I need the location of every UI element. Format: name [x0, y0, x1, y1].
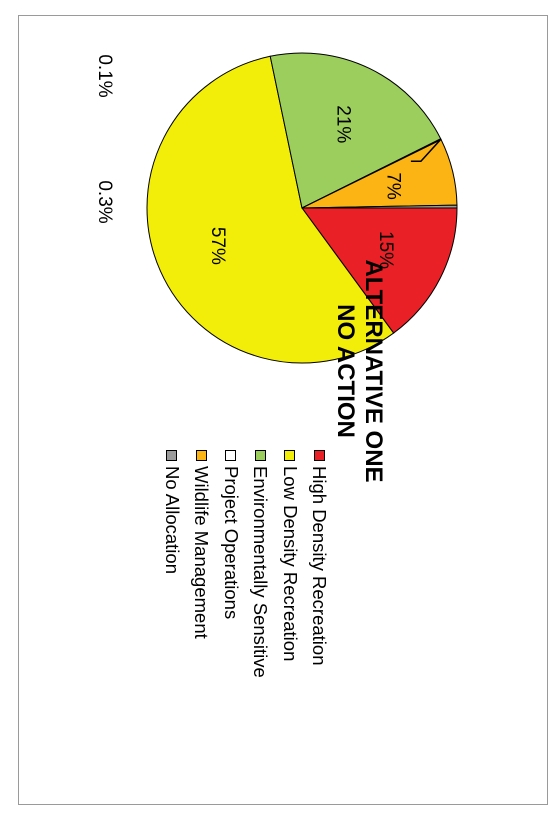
legend-item-environmentally-sensitive: Environmentally Sensitive	[246, 450, 276, 678]
legend-item-wildlife-management: Wildlife Management	[187, 450, 217, 678]
legend-label: Environmentally Sensitive	[250, 466, 272, 678]
chart-title-block: ALTERNATIVE ONE NO ACTION	[331, 161, 387, 581]
legend-swatch	[195, 450, 207, 461]
legend-swatch	[225, 450, 237, 461]
legend-swatch	[254, 450, 266, 461]
pie-data-label: 0.3%	[94, 180, 115, 223]
legend-label: High Density Recreation	[309, 466, 331, 666]
pie-chart: 15% 57% 21% 7% 0.1% 0.3%	[94, 52, 458, 364]
legend-label: Low Density Recreation	[279, 466, 301, 662]
pie-data-label: 7%	[382, 172, 403, 200]
pie-data-label: 0.1%	[94, 54, 115, 97]
legend-item-project-operations: Project Operations	[216, 450, 246, 678]
leader-line	[410, 138, 442, 162]
pie-slice-environmentally-sensitive	[269, 52, 442, 209]
pie-data-label: 15%	[375, 231, 396, 269]
pie-data-label: 57%	[207, 227, 228, 265]
legend-swatch	[166, 450, 178, 461]
chart-frame: 15% 57% 21% 7% 0.1% 0.3% ALTERNATIVE ONE NO A…	[18, 15, 548, 805]
pie-slice-no-allocation	[301, 204, 458, 209]
legend-label: Project Operations	[220, 466, 242, 620]
pie-data-labels: 15% 57% 21% 7% 0.1% 0.3%	[94, 54, 442, 269]
pie-slice-high-density-recreation	[301, 207, 458, 334]
rotated-chart-area: 15% 57% 21% 7% 0.1% 0.3% ALTERNATIVE ONE NO A…	[19, 16, 549, 806]
legend-label: No Allocation	[161, 466, 183, 574]
legend-item-low-density: Low Density Recreation	[275, 450, 305, 678]
legend-label: Wildlife Management	[191, 466, 213, 639]
legend-swatch	[284, 450, 296, 461]
chart-subtitle: NO ACTION	[332, 304, 359, 438]
chart-title: ALTERNATIVE ONE	[360, 259, 387, 483]
legend-swatch	[313, 450, 325, 461]
pie-slice-low-density-recreation	[146, 55, 395, 364]
legend: High Density Recreation Low Density Recr…	[157, 450, 334, 678]
pie-slices	[146, 52, 458, 364]
legend-item-high-density: High Density Recreation	[305, 450, 335, 678]
legend-item-no-allocation: No Allocation	[157, 450, 187, 678]
pie-data-label: 21%	[332, 105, 353, 143]
